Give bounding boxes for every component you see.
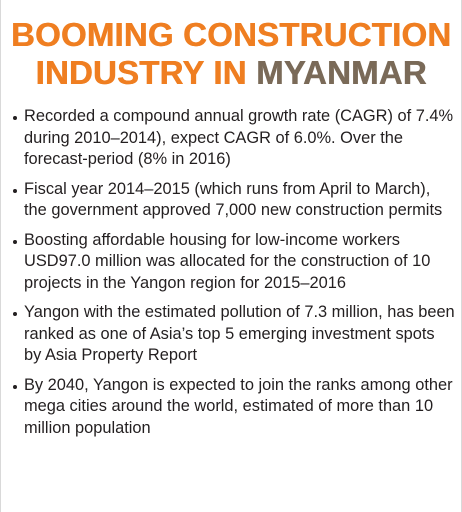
fact-list: Recorded a compound annual growth rate (… <box>13 106 455 447</box>
fact-item: Fiscal year 2014–2015 (which runs from A… <box>13 179 455 222</box>
headline-line-2: INDUSTRY IN MYANMAR <box>1 54 461 92</box>
fact-text: Yangon with the estimated pollution of 7… <box>24 303 455 364</box>
fact-item: By 2040, Yangon is expected to join the … <box>13 375 455 440</box>
fact-item: Yangon with the estimated pollution of 7… <box>13 302 455 367</box>
headline-line-1: BOOMING CONSTRUCTION <box>10 16 452 53</box>
fact-item: Boosting affordable housing for low-inco… <box>13 230 455 295</box>
headline: BOOMING CONSTRUCTION INDUSTRY IN MYANMAR <box>1 16 461 92</box>
fact-item: Recorded a compound annual growth rate (… <box>13 106 455 171</box>
fact-text: Boosting affordable housing for low-inco… <box>24 230 431 292</box>
headline-country-text: MYANMAR <box>255 54 427 91</box>
fact-text: By 2040, Yangon is expected to join the … <box>24 375 453 437</box>
headline-industry-text: INDUSTRY IN <box>35 54 256 91</box>
fact-text: Recorded a compound annual growth rate (… <box>24 107 454 168</box>
fact-text: Fiscal year 2014–2015 (which runs from A… <box>24 179 443 220</box>
